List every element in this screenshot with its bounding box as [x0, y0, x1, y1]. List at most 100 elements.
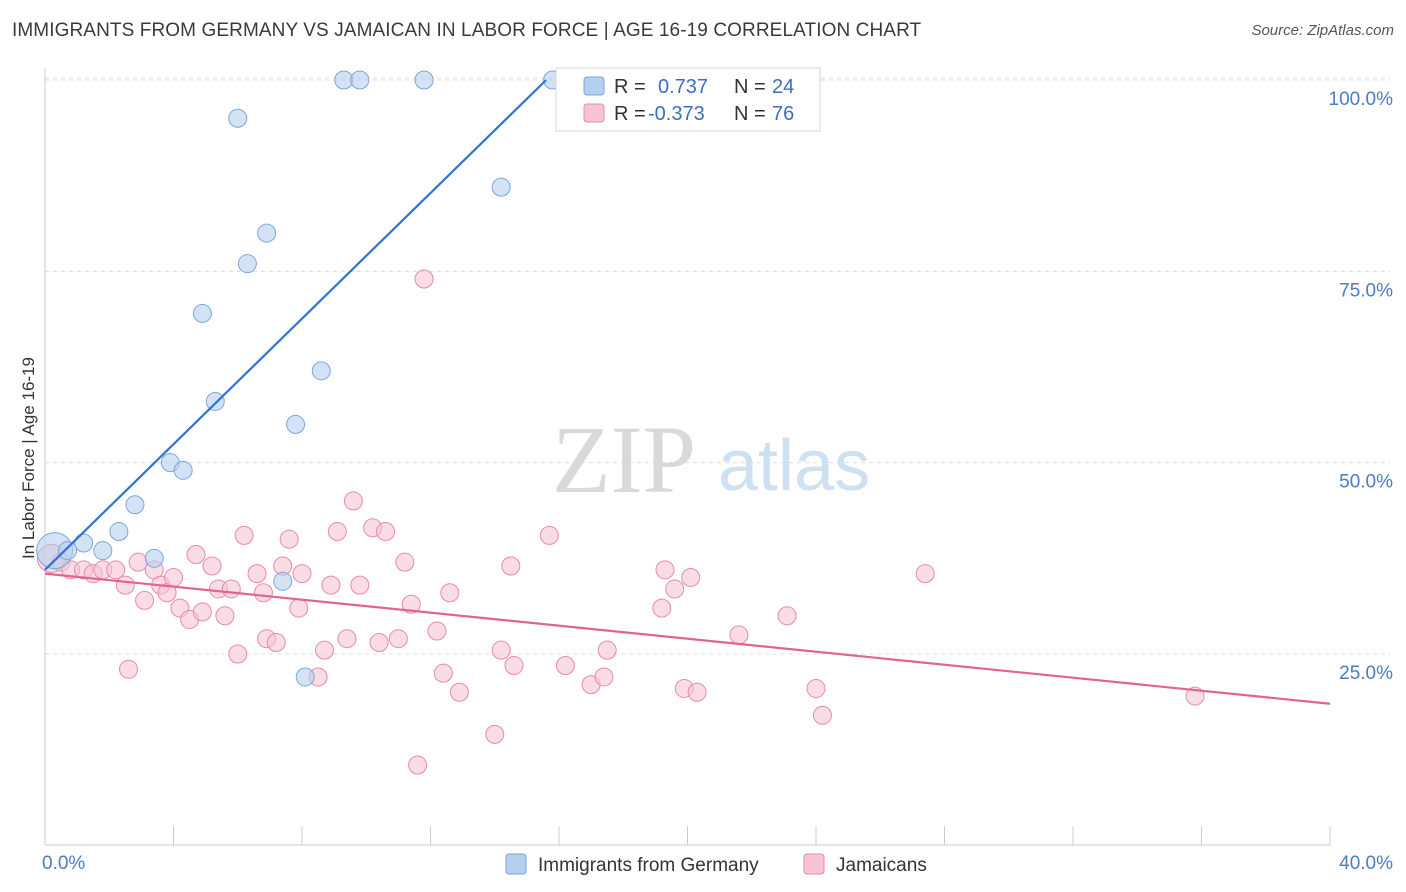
- legend-r-label-1: R =: [614, 103, 646, 125]
- jamaicans-point-71: [915, 564, 935, 584]
- axis-layer: [44, 68, 1331, 846]
- germany-point-20: [414, 70, 434, 90]
- jamaicans-point-46: [408, 755, 428, 775]
- jamaicans-point-56: [539, 525, 559, 545]
- jamaicans-trend-line: [44, 572, 1331, 705]
- germany-point-16: [295, 667, 315, 687]
- jamaicans-point-28: [266, 633, 286, 653]
- jamaicans-point-26: [253, 583, 273, 603]
- legend-r-value-0: 0.737: [658, 76, 708, 98]
- jamaicans-point-68: [777, 606, 797, 626]
- watermark-zip: ZIP: [552, 406, 696, 513]
- jamaicans-point-43: [388, 629, 408, 649]
- jamaicans-point-67: [729, 625, 749, 645]
- series-legend: Immigrants from Germany Jamaicans: [505, 853, 927, 876]
- jamaicans-point-62: [655, 560, 675, 580]
- legend-n-value-1: 76: [772, 103, 794, 125]
- jamaicans-point-53: [491, 640, 511, 660]
- jamaicans-points: [36, 269, 1205, 775]
- jamaicans-point-39: [350, 575, 370, 595]
- jamaicans-point-61: [652, 598, 672, 618]
- germany-points: [36, 70, 588, 687]
- jamaicans-point-57: [555, 655, 575, 675]
- germany-point-15: [286, 414, 306, 434]
- germany-point-13: [257, 223, 277, 243]
- chart-title: IMMIGRANTS FROM GERMANY VS JAMAICAN IN L…: [12, 20, 922, 41]
- jamaicans-point-25: [247, 564, 267, 584]
- legend-n-label-0: N =: [734, 76, 766, 98]
- jamaicans-point-32: [292, 564, 312, 584]
- jamaicans-point-24: [234, 525, 254, 545]
- jamaicans-point-65: [681, 567, 701, 587]
- jamaicans-point-9: [128, 552, 148, 572]
- jamaicans-point-47: [414, 269, 434, 289]
- legend-n-value-0: 24: [772, 76, 794, 98]
- legend-n-label-1: N =: [734, 103, 766, 125]
- jamaicans-point-66: [687, 682, 707, 702]
- jamaicans-point-8: [119, 659, 139, 679]
- jamaicans-point-6: [106, 560, 126, 580]
- jamaicans-point-69: [806, 678, 826, 698]
- germany-trend-line: [44, 79, 547, 571]
- trend-lines: [44, 79, 1331, 705]
- germany-point-1: [57, 541, 77, 561]
- germany-point-18: [334, 70, 354, 90]
- jamaicans-point-48: [427, 621, 447, 641]
- legend-r-value-1: -0.373: [648, 103, 705, 125]
- jamaicans-point-45: [401, 594, 421, 614]
- germany-point-19: [350, 70, 370, 90]
- germany-point-21: [491, 177, 511, 197]
- bottom-legend-swatch-germany: [505, 853, 527, 875]
- jamaicans-point-34: [314, 640, 334, 660]
- jamaicans-point-54: [501, 556, 521, 576]
- grid-layer: [45, 77, 1390, 655]
- germany-point-10: [205, 391, 225, 411]
- jamaicans-point-49: [433, 663, 453, 683]
- y-tick-label-25: 25.0%: [1339, 663, 1393, 684]
- germany-point-4: [109, 522, 129, 542]
- jamaicans-point-35: [321, 575, 341, 595]
- jamaicans-point-38: [343, 491, 363, 511]
- germany-point-9: [192, 303, 212, 323]
- jamaicans-point-41: [369, 633, 389, 653]
- germany-point-3: [93, 541, 113, 561]
- jamaicans-point-50: [440, 583, 460, 603]
- jamaicans-point-30: [279, 529, 299, 549]
- jamaicans-point-44: [395, 552, 415, 572]
- jamaicans-point-63: [665, 579, 685, 599]
- bottom-legend-jamaicans: Jamaicans: [836, 855, 927, 876]
- chart-source: Source: ZipAtlas.com: [1251, 22, 1394, 39]
- bottom-legend-swatch-jamaicans: [803, 853, 825, 875]
- stats-legend: R = 0.737 N = 24 R = -0.373 N = 76: [555, 67, 821, 132]
- jamaicans-point-17: [186, 545, 206, 565]
- legend-r-label-0: R =: [614, 76, 646, 98]
- jamaicans-point-31: [289, 598, 309, 618]
- jamaicans-point-19: [202, 556, 222, 576]
- jamaicans-point-70: [812, 705, 832, 725]
- y-tick-label-50: 50.0%: [1339, 472, 1393, 493]
- jamaicans-point-52: [485, 724, 505, 744]
- germany-point-2: [74, 533, 94, 553]
- germany-point-14: [273, 571, 293, 591]
- germany-point-12: [237, 254, 257, 274]
- jamaicans-point-23: [228, 644, 248, 664]
- jamaicans-point-55: [504, 655, 524, 675]
- y-axis-label: In Labor Force | Age 16-19: [19, 357, 38, 559]
- x-tick-label-max: 40.0%: [1339, 853, 1393, 874]
- watermark-atlas: atlas: [718, 426, 870, 506]
- legend-swatch-jamaicans: [583, 103, 605, 123]
- y-tick-label-75: 75.0%: [1339, 280, 1393, 301]
- jamaicans-point-7: [115, 575, 135, 595]
- jamaicans-point-60: [597, 640, 617, 660]
- germany-point-17: [311, 361, 331, 381]
- jamaicans-point-42: [376, 522, 396, 542]
- jamaicans-point-10: [135, 590, 155, 610]
- legend-swatch-germany: [583, 76, 605, 96]
- germany-point-6: [144, 548, 164, 568]
- jamaicans-point-51: [449, 682, 469, 702]
- jamaicans-point-21: [215, 606, 235, 626]
- watermark: ZIP atlas: [552, 406, 870, 513]
- bottom-legend-germany: Immigrants from Germany: [538, 855, 759, 876]
- jamaicans-point-37: [337, 629, 357, 649]
